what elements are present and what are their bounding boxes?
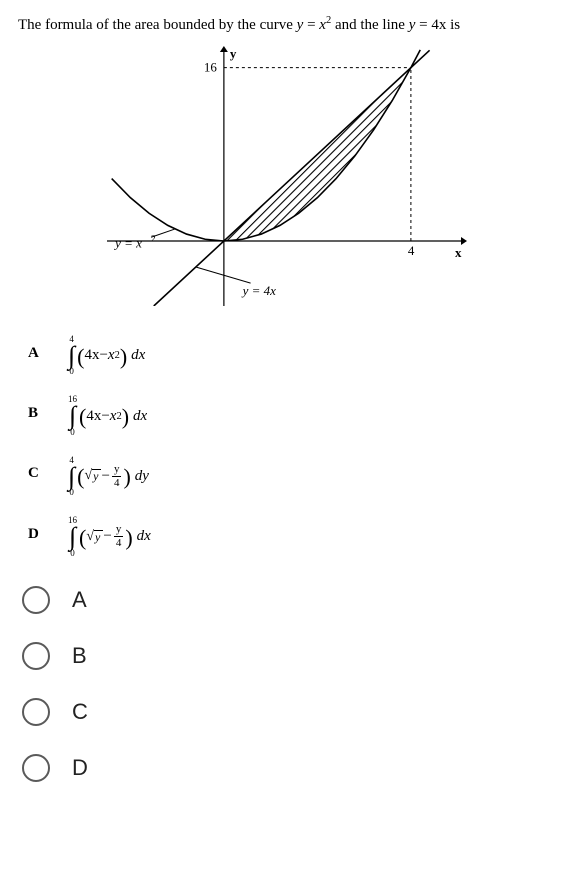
D-frac-num: y [114,524,124,537]
svg-text:y = 4x: y = 4x [241,283,277,298]
choice-def-D-formula: 16 ∫ 0 ( √y − y4 ) dx [68,511,151,557]
q-line-eq: = [415,17,431,33]
D-intsym: ∫ [69,525,76,548]
B-lower: 0 [70,428,75,437]
D-diff: dx [137,528,151,545]
q-curve-eq: = [303,17,319,33]
A-x: x [108,347,115,364]
radio-B[interactable] [22,642,50,670]
D-minus: − [103,528,111,545]
choice-def-D-letter: D [28,526,68,543]
A-diff: dx [131,347,145,364]
C-lparen: ( [77,466,84,488]
B-lparen: ( [79,406,86,428]
svg-text:x: x [455,245,462,260]
choice-def-B-letter: B [28,405,68,422]
choice-definitions: A 4 ∫ 0 ( 4x − x2 ) dx B [28,330,556,558]
answer-label-A: A [72,587,87,613]
figure-wrap: 16 4 y x y = x 2 y = 4x [18,46,556,306]
B-rparen: ) [122,406,129,428]
choice-def-D: D 16 ∫ 0 ( √y − y4 ) dx [28,511,556,557]
C-rad: √ [84,469,92,483]
radio-A[interactable] [22,586,50,614]
choice-def-B-formula: 16 ∫ 0 ( 4x − x2 ) dx [68,390,147,436]
A-minus: − [99,347,107,364]
page-root: The formula of the area bounded by the c… [0,0,574,840]
svg-text:16: 16 [204,60,218,75]
C-minus: − [101,468,109,485]
D-lparen: ( [79,527,86,549]
svg-text:y: y [230,46,237,61]
D-rparen: ) [125,527,132,549]
choice-def-A-formula: 4 ∫ 0 ( 4x − x2 ) dx [68,330,145,376]
choice-def-B: B 16 ∫ 0 ( 4x − x2 ) dx [28,390,556,436]
B-intsym: ∫ [69,404,76,427]
B-diff: dx [133,408,147,425]
D-lower: 0 [70,549,75,558]
choice-def-C-letter: C [28,465,68,482]
D-sqrt-arg: y [94,530,103,543]
B-minus: − [101,408,109,425]
choice-def-A-letter: A [28,345,68,362]
C-intsym: ∫ [68,465,75,488]
D-rad: √ [86,530,94,544]
svg-text:2: 2 [151,233,156,243]
answer-label-D: D [72,755,88,781]
A-lparen: ( [77,346,84,368]
C-rparen: ) [123,466,130,488]
D-frac-den: 4 [114,537,124,549]
A-lower: 0 [69,367,74,376]
q-curve-rhs-exp: 2 [326,15,331,26]
C-diff: dy [135,468,149,485]
q-line-rhs: 4x [431,17,446,33]
C-frac-den: 4 [112,477,122,489]
choice-def-C-formula: 4 ∫ 0 ( √y − y4 ) dy [68,451,149,497]
answer-option-B[interactable]: B [22,642,556,670]
q-suffix: is [450,17,460,33]
B-4x: 4x [86,408,101,425]
answer-label-B: B [72,643,87,669]
figure-svg: 16 4 y x y = x 2 y = 4x [107,46,467,306]
answer-option-A[interactable]: A [22,586,556,614]
answer-options: A B C D [22,586,556,782]
question-text: The formula of the area bounded by the c… [18,14,556,36]
radio-C[interactable] [22,698,50,726]
radio-D[interactable] [22,754,50,782]
C-frac-num: y [112,464,122,477]
A-rparen: ) [120,346,127,368]
answer-option-C[interactable]: C [22,698,556,726]
svg-text:y = x: y = x [113,235,142,250]
C-sqrt-arg: y [92,469,101,482]
answer-option-D[interactable]: D [22,754,556,782]
q-curve-rhs-base: x [319,17,326,33]
choice-def-C: C 4 ∫ 0 ( √y − y4 ) dy [28,451,556,497]
answer-label-C: C [72,699,88,725]
q-prefix: The formula of the area bounded by the c… [18,17,297,33]
A-4x: 4x [84,347,99,364]
C-lower: 0 [69,488,74,497]
svg-text:4: 4 [408,243,415,258]
q-mid: and the line [335,17,409,33]
choice-def-A: A 4 ∫ 0 ( 4x − x2 ) dx [28,330,556,376]
A-intsym: ∫ [68,344,75,367]
B-x: x [110,408,117,425]
